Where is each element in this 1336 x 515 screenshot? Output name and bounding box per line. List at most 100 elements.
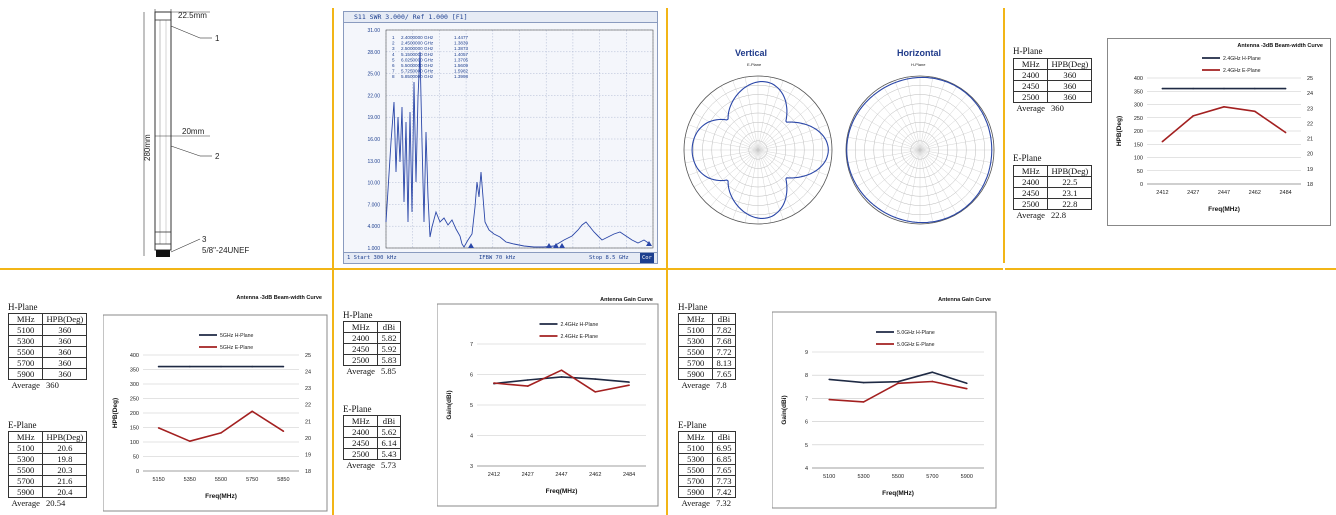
table-cell: 5100 (7, 324, 44, 336)
data-point (220, 365, 222, 368)
polar-grid-spoke (757, 149, 796, 215)
polar-grid-spoke (757, 102, 815, 151)
x-axis-label: Freq(MHz) (546, 488, 578, 495)
y2-tick-label: 25 (1307, 76, 1313, 82)
y-tick-label: 8 (805, 373, 808, 379)
table-header-cell: MHz (1012, 58, 1049, 70)
table-average-row: Average 22.8 (1014, 210, 1092, 220)
x-tick-label: 2427 (522, 472, 534, 478)
table-cell: 360 (1047, 80, 1093, 92)
table-row: 2500 360 (1012, 91, 1093, 103)
t1-hplane-table: MHz HPB(Deg) 2400 360 2450 360 2500 360 Average 3… (1012, 58, 1093, 113)
data-point (1284, 131, 1287, 134)
average-value: 22.8 (1050, 210, 1067, 220)
table-cell: 5300 (677, 453, 714, 465)
table-cell: 5700 (7, 475, 44, 487)
vna-marker-freq: 6.0250000 GHz (401, 57, 434, 62)
y-tick-label: 0 (136, 469, 139, 475)
average-label: Average (11, 498, 40, 508)
data-point (1161, 87, 1164, 90)
table-header-row: MHz dBi (342, 321, 401, 333)
t3-eplane-table: MHz dBi 2400 5.62 2450 6.14 2500 5.43 Average 5.7… (342, 415, 401, 470)
y-tick-label: 200 (130, 411, 139, 417)
table-cell: 5900 (7, 368, 44, 380)
vna-start: 1 Start 300 kHz (347, 255, 397, 261)
table-row: 2400 22.5 (1012, 176, 1093, 188)
table-cell: 2450 (342, 437, 379, 449)
table-row: 2450 23.1 (1012, 187, 1093, 199)
x-tick-label: 2412 (1156, 190, 1168, 196)
x-tick-label: 5900 (961, 474, 973, 480)
t2-eplane-table: MHz HPB(Deg) 5100 20.6 5300 19.8 5500 20.3 5700 2… (7, 431, 88, 508)
vna-marker-freq: 2.4000000 GHz (401, 35, 434, 40)
data-point (897, 380, 899, 383)
polar-grid-spoke (855, 149, 921, 188)
vna-marker-value: 1.3998 (454, 74, 468, 79)
polar-vertical-subtitle: E-Plane (747, 62, 762, 67)
y-tick-label: 350 (130, 368, 139, 374)
polar-grid-spoke (919, 149, 946, 220)
table-cell: 5.92 (377, 343, 401, 355)
y-tick-label: 50 (133, 455, 139, 461)
vna-marker-value: 1.3839 (454, 41, 468, 46)
y-tick-label: 400 (1134, 76, 1143, 82)
polar-horizontal-plot (845, 75, 995, 225)
chart-title: Antenna Gain Curve (938, 297, 991, 303)
data-point (828, 378, 830, 381)
y2-tick-label: 24 (305, 370, 311, 376)
vna-marker-value: 1.3873 (454, 46, 468, 51)
y-tick-label: 7 (805, 396, 808, 402)
divider (1003, 8, 1005, 263)
vna-marker-freq: 5.7250000 GHz (401, 69, 434, 74)
polar-grid-spoke (693, 149, 759, 188)
y-tick-label: 6 (805, 420, 808, 426)
data-point (862, 401, 865, 403)
polar-grid-spoke (701, 149, 759, 198)
data-point (594, 378, 597, 380)
data-point (282, 365, 285, 368)
table-header-cell: MHz (677, 431, 714, 443)
legend-label: 2.4GHz H-Plane (1223, 56, 1261, 62)
y-tick-label: 300 (130, 382, 139, 388)
polar-grid-spoke (919, 149, 968, 207)
y2-tick-label: 19 (305, 452, 311, 458)
x-tick-label: 2447 (555, 472, 567, 478)
vna-marker-id: 7 (392, 69, 395, 74)
table-cell: 5100 (677, 442, 714, 454)
vna-y-tick: 4.000 (367, 224, 380, 230)
y2-tick-label: 20 (305, 436, 311, 442)
vna-marker-id: 6 (392, 63, 395, 68)
table-row: 5900 7.42 (677, 486, 736, 498)
vna-y-tick: 28.00 (367, 50, 380, 56)
table-row: 5500 360 (7, 346, 88, 358)
data-point (594, 391, 597, 393)
table-cell: 5.62 (377, 426, 401, 438)
chart-title: Antenna Gain Curve (600, 297, 653, 303)
polar-grid-spoke (863, 102, 921, 151)
table-cell: 5300 (677, 335, 714, 347)
table-row: 5900 360 (7, 368, 88, 380)
divider (334, 268, 666, 270)
table-cell: 2450 (1012, 80, 1049, 92)
polar-grid-spoke (732, 149, 759, 220)
table-row: 5700 7.73 (677, 475, 736, 487)
table-cell: 5900 (677, 486, 714, 498)
vna-swr-trace (385, 51, 651, 248)
table-cell: 19.8 (42, 453, 88, 465)
y-tick-label: 3 (470, 464, 473, 470)
polar-grid-spoke (685, 149, 759, 164)
table-cell: 360 (42, 335, 88, 347)
x-tick-label: 2447 (1218, 190, 1230, 196)
t2-hplane-title: H-Plane (8, 302, 38, 312)
polar-grid-spoke (757, 149, 815, 198)
divider (0, 268, 332, 270)
table-cell: 8.13 (712, 357, 736, 369)
vna-header: S11 SWR 3.000/ Ref 1.000 [F1] (344, 12, 657, 23)
divider (332, 8, 334, 515)
table-cell: 5700 (7, 357, 44, 369)
t3-eplane-title: E-Plane (343, 404, 372, 414)
polar-grid-spoke (720, 85, 759, 151)
data-point (1223, 87, 1225, 90)
table-cell: 5300 (7, 335, 44, 347)
polar-grid-spoke (919, 149, 985, 188)
